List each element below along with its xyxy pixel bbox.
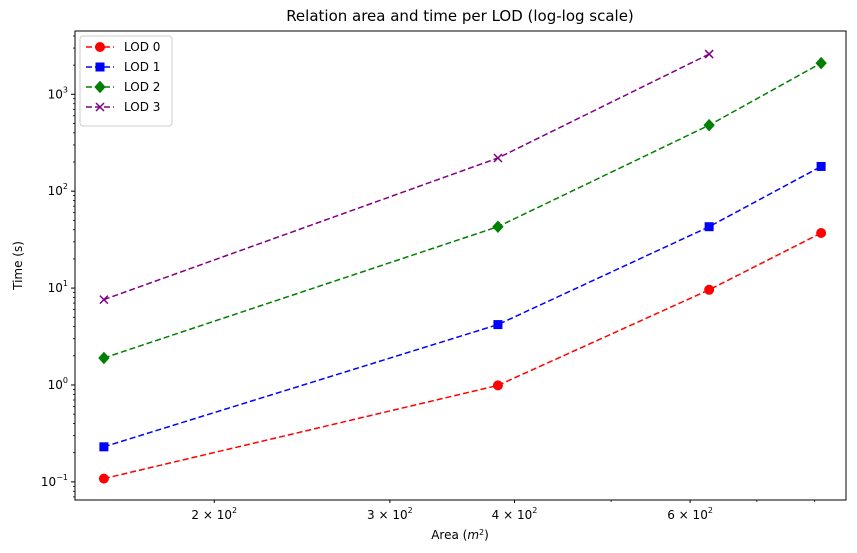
data-point <box>493 153 503 163</box>
data-point <box>492 220 504 233</box>
data-point <box>98 473 109 484</box>
y-tick-label: 103 <box>48 85 68 101</box>
series-lod-1 <box>99 161 826 452</box>
series-lod-2 <box>98 56 827 365</box>
legend-label: LOD 1 <box>124 60 160 74</box>
x-axis: 2 × 102 3 × 102 4 × 102 6 × 102 <box>191 500 816 522</box>
y-axis-label: Time (s) <box>11 241 25 291</box>
data-point <box>492 380 503 391</box>
data-point <box>99 295 109 305</box>
series-line <box>103 62 822 359</box>
data-point <box>815 56 827 70</box>
legend-item: LOD 3 <box>86 100 160 114</box>
y-tick-label: 100 <box>48 376 68 392</box>
legend-marker <box>95 102 105 112</box>
data-point <box>703 118 715 132</box>
legend: LOD 0 LOD 1 LOD 2 LOD 3 <box>79 35 173 127</box>
legend-item: LOD 2 <box>86 80 160 94</box>
y-tick-label: 102 <box>48 182 68 198</box>
legend-label: LOD 3 <box>124 100 160 114</box>
plot-frame <box>74 30 847 501</box>
data-point <box>98 351 110 365</box>
y-axis: 10−1 100 101 102 103 <box>41 35 75 498</box>
series-line <box>103 232 822 480</box>
legend-label: LOD 0 <box>124 40 160 54</box>
legend-item: LOD 0 <box>86 40 160 54</box>
x-tick-label: 3 × 102 <box>367 506 413 522</box>
legend-label: LOD 2 <box>124 80 160 94</box>
data-point <box>99 442 109 452</box>
data-point <box>816 161 826 171</box>
x-tick-label: 6 × 102 <box>667 506 713 522</box>
x-tick-label: 4 × 102 <box>492 506 538 522</box>
chart-title: Relation area and time per LOD (log-log … <box>286 7 634 25</box>
legend-marker <box>95 42 105 52</box>
data-point <box>816 228 827 239</box>
x-tick-label: 2 × 102 <box>191 506 237 522</box>
x-axis-label: Area (m2) <box>431 528 489 543</box>
legend-marker <box>94 80 106 94</box>
data-point <box>704 284 715 295</box>
legend-marker <box>95 62 105 72</box>
series-layer <box>98 49 827 484</box>
y-tick-label: 10−1 <box>41 473 68 489</box>
data-point <box>704 222 714 232</box>
y-tick-label: 101 <box>48 279 68 295</box>
plot-area <box>75 31 846 500</box>
data-point <box>704 49 714 59</box>
legend-item: LOD 1 <box>86 60 160 74</box>
series-lod-3 <box>99 49 714 305</box>
series-lod-0 <box>98 228 827 484</box>
data-point <box>493 320 503 330</box>
